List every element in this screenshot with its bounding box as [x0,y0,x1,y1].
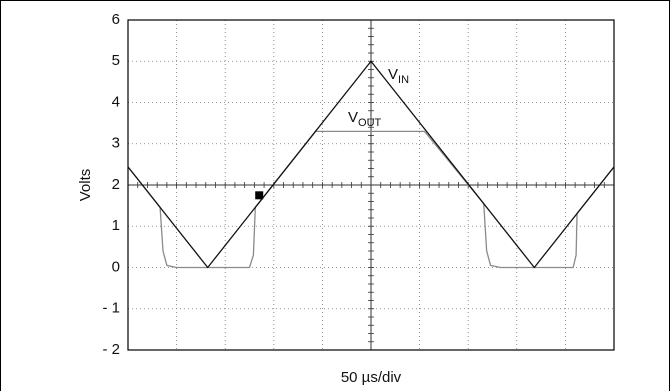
annotation: VOUT [348,109,382,129]
annotation-main: V [348,109,358,126]
y-tick-label: 1 [112,217,120,234]
annotation-sub: IN [398,74,409,86]
y-tick-label: 5 [112,52,120,69]
annotation: VIN [388,66,409,86]
y-tick-label: 0 [112,258,120,275]
annotation-sub: OUT [358,117,382,129]
x-axis-label: 50 µs/div [341,369,402,386]
series-line [127,60,615,269]
y-tick-label: - 1 [102,300,120,317]
y-tick-label: 2 [112,176,120,193]
plot-border [127,19,615,351]
y-tick-label: 4 [112,93,120,110]
y-tick-label: 6 [112,11,120,28]
series-line [127,130,615,269]
y-tick-label: 3 [112,135,120,152]
y-axis-label: Volts [77,169,94,202]
y-tick-label: - 2 [102,341,120,358]
annotation-main: V [388,66,398,83]
trigger-marker [255,191,264,200]
